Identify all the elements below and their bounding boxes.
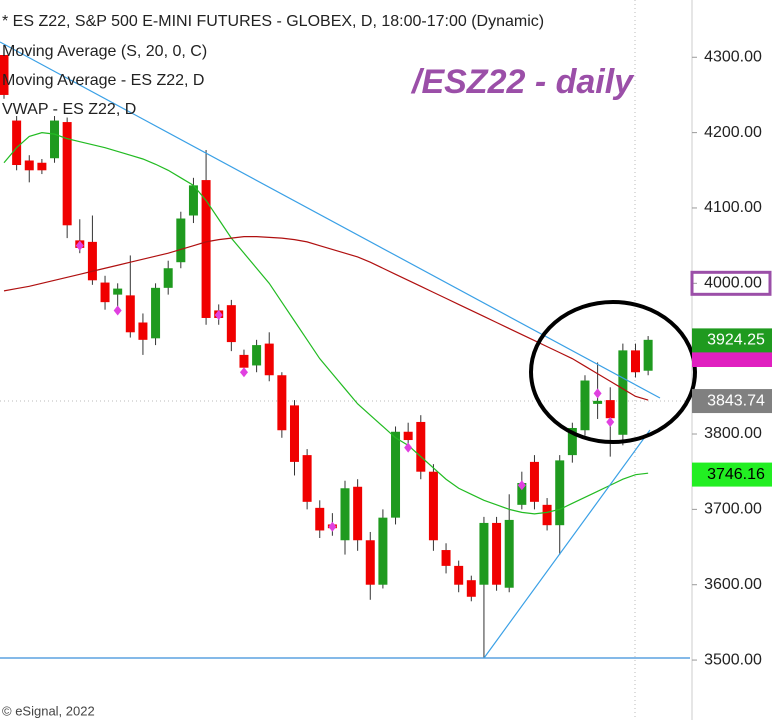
y-tick-label: 3500.00 <box>704 651 762 668</box>
price-label: 3843.74 <box>707 392 765 409</box>
candle-body <box>87 241 97 281</box>
candle-body <box>529 461 539 502</box>
candle-body <box>176 218 186 263</box>
vwap-marker <box>517 480 526 491</box>
candle-body <box>100 282 110 303</box>
price-label-box <box>692 389 772 414</box>
candle-body <box>277 375 287 431</box>
candle-body <box>239 354 249 368</box>
trend-line <box>0 41 661 399</box>
legend-entry: VWAP - ES Z22, D <box>2 101 136 118</box>
candle-body <box>492 522 502 585</box>
candle-body <box>567 427 577 456</box>
price-label-box <box>692 328 772 353</box>
y-tick-label: 3800.00 <box>704 425 762 442</box>
y-tick-label: 4100.00 <box>704 199 762 216</box>
trend-line <box>483 429 651 659</box>
vwap-marker <box>606 416 615 427</box>
y-tick-label: 4300.00 <box>704 48 762 65</box>
candle-body <box>163 268 173 288</box>
candle-body <box>302 455 312 502</box>
candle-body <box>252 345 262 366</box>
candle-body <box>62 122 72 226</box>
candle-body <box>441 550 451 566</box>
price-label-box <box>692 462 772 487</box>
candle-body <box>125 295 135 333</box>
candle-body <box>580 380 590 431</box>
y-tick-label: 3600.00 <box>704 576 762 593</box>
candle-body <box>226 305 236 343</box>
candle-body <box>454 565 464 585</box>
vwap-marker <box>328 521 337 532</box>
candle-body <box>24 160 34 171</box>
vwap-marker <box>239 367 248 378</box>
candle-body <box>618 350 628 435</box>
legend-entry: Moving Average - ES Z22, D <box>2 72 204 89</box>
price-label: 3924.25 <box>707 332 765 349</box>
candle-body <box>593 400 603 404</box>
candle-body <box>201 180 211 318</box>
candle-body <box>50 120 60 159</box>
candle-body <box>0 55 9 95</box>
vwap-marker <box>404 442 413 453</box>
y-tick-label: 3700.00 <box>704 501 762 518</box>
candle-body <box>340 488 350 541</box>
candle-body <box>12 120 22 166</box>
vwap-marker <box>75 240 84 251</box>
moving-average-line <box>3 235 649 401</box>
candle-body <box>264 343 274 376</box>
candle-body <box>289 405 299 462</box>
candle-body <box>365 540 375 585</box>
plot-area <box>0 49 653 658</box>
vwap-marker <box>214 309 223 320</box>
vwap-marker <box>113 305 122 316</box>
candle-body <box>391 431 401 518</box>
candle-body <box>555 460 565 526</box>
legend-entry: Moving Average (S, 20, 0, C) <box>2 43 207 60</box>
candle-body <box>315 507 325 531</box>
candle-body <box>403 431 413 441</box>
candle-body <box>479 522 489 585</box>
y-tick-label: 4200.00 <box>704 124 762 141</box>
candle-body <box>605 400 615 419</box>
y-tick-label: 4000.00 <box>704 275 762 292</box>
candle-body <box>504 519 514 588</box>
candle-body <box>643 339 653 371</box>
candle-body <box>416 421 426 472</box>
price-box <box>690 270 772 296</box>
vwap-marker <box>593 388 602 399</box>
annotation: /ESZ22 - daily <box>410 63 635 101</box>
candle-body <box>466 580 476 597</box>
price-label: 3746.16 <box>707 466 765 483</box>
candle-body <box>37 162 47 171</box>
candle-body <box>428 471 438 541</box>
candle-body <box>517 482 527 505</box>
candle-body <box>151 287 161 339</box>
candle-body <box>188 185 198 216</box>
candle-body <box>378 517 388 585</box>
candle-body <box>353 486 363 541</box>
candle-body <box>138 322 148 340</box>
candle-body <box>542 504 552 526</box>
candle-body <box>113 288 123 295</box>
moving-average-line <box>3 132 649 515</box>
footer: © eSignal, 2022 <box>2 703 95 718</box>
candle-body <box>631 350 640 373</box>
highlight-circle <box>529 300 697 444</box>
chart-title: * ES Z22, S&P 500 E-MINI FUTURES - GLOBE… <box>2 13 544 30</box>
